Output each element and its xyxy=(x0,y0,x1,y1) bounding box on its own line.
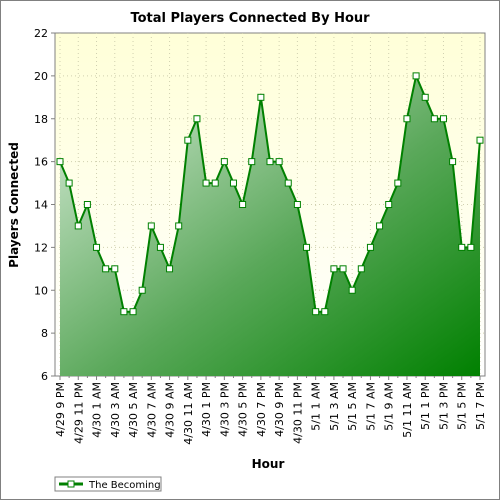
marker-layer xyxy=(56,72,484,316)
legend-swatch-marker xyxy=(67,480,75,488)
data-point xyxy=(193,115,201,123)
data-point xyxy=(147,222,155,230)
y-tick-label: 10 xyxy=(34,284,48,297)
x-tick-label: 5/1 1 PM xyxy=(419,382,432,430)
y-tick-label: 6 xyxy=(41,370,48,383)
x-tick-label: 4/30 3 AM xyxy=(109,382,122,438)
data-point xyxy=(111,265,119,273)
data-point xyxy=(239,201,247,208)
y-tick-label: 22 xyxy=(34,27,48,40)
series-area xyxy=(60,75,480,376)
data-point xyxy=(366,243,374,251)
data-point xyxy=(166,265,174,273)
x-tick-label: 5/1 7 PM xyxy=(474,382,487,430)
y-tick-label: 20 xyxy=(34,70,48,83)
data-point xyxy=(184,136,192,144)
data-point xyxy=(467,243,475,251)
x-tick-label: 5/1 11 AM xyxy=(401,382,414,438)
x-tick-label: 5/1 7 AM xyxy=(364,382,377,431)
x-tick-label: 5/1 5 AM xyxy=(346,382,359,431)
legend-label: The Becoming xyxy=(88,480,161,491)
data-point xyxy=(102,265,110,273)
data-point xyxy=(439,115,447,123)
legend: The Becoming xyxy=(54,476,162,492)
data-point xyxy=(129,308,137,316)
y-tick-label: 8 xyxy=(41,327,48,340)
data-point xyxy=(175,222,183,230)
x-axis-label: Hour xyxy=(252,457,285,471)
data-point xyxy=(449,158,457,166)
data-point xyxy=(303,243,311,251)
chart-title: Total Players Connected By Hour xyxy=(130,11,370,26)
legend-box xyxy=(54,476,162,492)
data-point xyxy=(403,115,411,123)
x-tick-label: 4/30 7 PM xyxy=(255,382,268,437)
y-axis-label: Players Connected xyxy=(7,142,21,268)
data-point xyxy=(293,201,301,208)
x-tick-label: 4/30 3 PM xyxy=(218,382,231,437)
data-point xyxy=(394,179,402,187)
y-axis: 6 8 10 12 14 16 18 20 22 xyxy=(34,27,55,383)
x-tick-label: 4/29 9 PM xyxy=(54,382,67,437)
data-point xyxy=(321,308,329,316)
data-point xyxy=(257,93,265,101)
data-point xyxy=(330,265,338,273)
x-tick-label: 5/1 9 AM xyxy=(383,382,396,431)
data-point xyxy=(284,179,292,187)
x-tick-label: 4/30 7 AM xyxy=(145,382,158,438)
x-tick-label: 4/30 1 AM xyxy=(91,382,104,438)
y-tick-label: 16 xyxy=(34,156,48,169)
data-point xyxy=(56,158,64,166)
data-point xyxy=(93,243,101,251)
data-point xyxy=(120,308,128,316)
data-point xyxy=(376,222,384,230)
data-point xyxy=(412,72,420,80)
data-point xyxy=(312,308,320,316)
data-point xyxy=(458,243,466,251)
x-tick-label: 4/30 5 AM xyxy=(127,382,140,438)
data-point xyxy=(357,265,365,273)
data-point xyxy=(339,265,347,273)
y-tick-label: 12 xyxy=(34,241,48,254)
data-point xyxy=(348,286,356,294)
x-tick-label: 4/30 1 PM xyxy=(200,382,213,437)
y-tick-label: 14 xyxy=(34,199,48,212)
x-tick-label: 5/1 1 AM xyxy=(310,382,323,431)
data-point xyxy=(430,115,438,123)
data-point xyxy=(476,136,484,144)
x-tick-label: 4/30 9 PM xyxy=(273,382,286,437)
data-point xyxy=(275,158,283,166)
data-point xyxy=(156,243,164,251)
x-axis: 4/29 9 PM 4/29 11 PM 4/30 1 AM 4/30 3 AM 4/3… xyxy=(54,376,487,445)
x-tick-label: 5/1 3 AM xyxy=(328,382,341,431)
y-tick-label: 18 xyxy=(34,113,48,126)
x-tick-label: 5/1 3 PM xyxy=(437,382,450,430)
data-point xyxy=(83,201,91,208)
data-point xyxy=(202,179,210,187)
data-point xyxy=(65,179,73,187)
data-point xyxy=(138,286,146,294)
data-point xyxy=(385,201,393,208)
data-point xyxy=(229,179,237,187)
x-tick-label: 4/30 5 PM xyxy=(237,382,250,437)
data-point xyxy=(220,158,228,166)
data-point xyxy=(248,158,256,166)
data-point xyxy=(74,222,82,230)
data-point xyxy=(266,158,274,166)
x-tick-label: 4/30 9 AM xyxy=(164,382,177,438)
x-tick-label: 4/30 11 PM xyxy=(291,382,304,444)
x-tick-label: 5/1 5 PM xyxy=(456,382,469,430)
data-point xyxy=(421,93,429,101)
data-point xyxy=(211,179,219,187)
x-tick-label: 4/30 11 AM xyxy=(182,382,195,445)
x-tick-label: 4/29 11 PM xyxy=(72,382,85,444)
